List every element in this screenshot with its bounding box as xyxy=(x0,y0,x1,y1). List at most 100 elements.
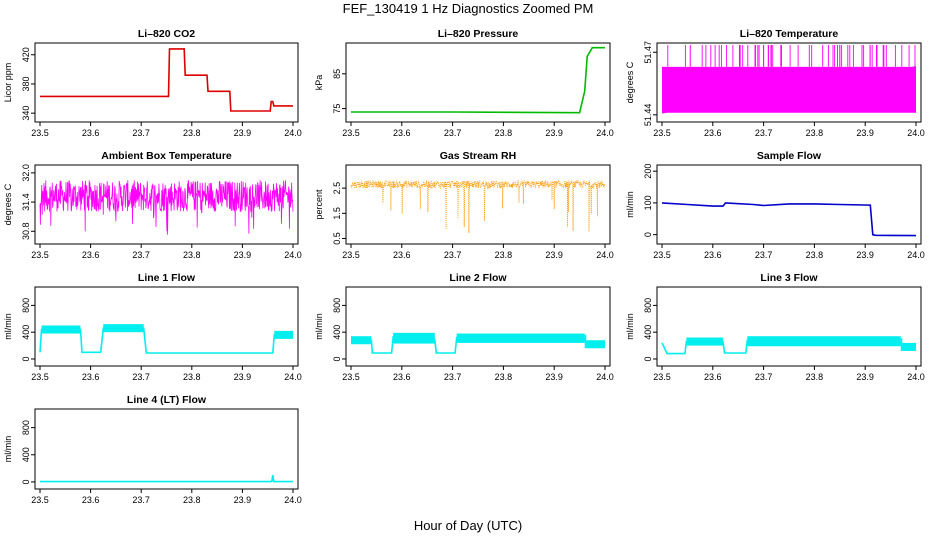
y-tick-label: 800 xyxy=(643,298,653,313)
panel-7: Line 1 Flow 23.5 23.6 23.7 23.8 23.9 24.0 0 400 8… xyxy=(3,272,302,382)
x-tick-label: 23.5 xyxy=(653,128,671,138)
x-tick-label: 24.0 xyxy=(907,128,925,138)
series-band xyxy=(103,324,144,333)
y-tick-label: 200 xyxy=(643,164,653,179)
plot-frame xyxy=(34,408,299,490)
y-tick-label: 800 xyxy=(21,298,31,313)
x-tick-label: 23.6 xyxy=(82,495,100,505)
plot-frame xyxy=(656,164,922,245)
x-tick-label: 23.5 xyxy=(342,250,360,260)
series-noise xyxy=(39,180,294,235)
x-tick-label: 23.9 xyxy=(545,128,563,138)
x-tick-label: 23.9 xyxy=(856,128,874,138)
y-tick-label: 0 xyxy=(21,356,31,361)
panel-title: Line 4 (LT) Flow xyxy=(127,394,207,406)
y-axis-label: degrees C xyxy=(625,61,635,103)
plot-frame xyxy=(34,42,299,123)
x-tick-label: 23.8 xyxy=(495,128,513,138)
series-line xyxy=(40,474,293,483)
y-tick-label: 32.0 xyxy=(21,164,31,182)
x-tick-label: 23.8 xyxy=(183,495,201,505)
y-tick-label: 85 xyxy=(332,69,342,79)
series-band xyxy=(274,330,293,339)
x-tick-label: 23.7 xyxy=(132,372,150,382)
y-tick-label: 1.5 xyxy=(332,207,342,220)
x-tick-label: 23.9 xyxy=(234,250,252,260)
x-tick-label: 23.6 xyxy=(704,128,722,138)
x-tick-label: 23.9 xyxy=(234,372,252,382)
x-tick-label: 23.6 xyxy=(393,250,411,260)
x-tick-label: 23.8 xyxy=(495,250,513,260)
x-tick-label: 24.0 xyxy=(907,372,925,382)
x-tick-label: 23.7 xyxy=(444,372,462,382)
series-band xyxy=(41,325,81,334)
plot-frame xyxy=(345,42,611,123)
x-tick-label: 24.0 xyxy=(284,128,302,138)
y-tick-label: 400 xyxy=(643,325,653,340)
x-tick-label: 23.9 xyxy=(545,372,563,382)
x-tick-label: 23.8 xyxy=(806,128,824,138)
series-band xyxy=(586,340,605,349)
x-tick-label: 23.6 xyxy=(704,372,722,382)
panel-title: Li–820 Pressure xyxy=(438,28,519,40)
y-tick-label: 800 xyxy=(21,420,31,435)
y-axis-label: ml/min xyxy=(625,191,635,218)
panel-title: Li–820 CO2 xyxy=(138,28,195,40)
x-tick-label: 23.9 xyxy=(545,250,563,260)
x-tick-label: 24.0 xyxy=(596,372,614,382)
y-tick-label: 0 xyxy=(332,356,342,361)
x-tick-label: 23.5 xyxy=(31,250,49,260)
y-tick-label: 51.44 xyxy=(643,104,653,127)
x-tick-label: 23.7 xyxy=(755,128,773,138)
plot-frame xyxy=(345,164,611,245)
y-tick-label: 400 xyxy=(332,325,342,340)
x-tick-label: 23.5 xyxy=(342,372,360,382)
series-band xyxy=(747,336,901,347)
plot-frame xyxy=(656,42,922,123)
figure-title: FEF_130419 1 Hz Diagnostics Zoomed PM xyxy=(342,1,594,16)
panel-6: Sample Flow 23.5 23.6 23.7 23.8 23.9 24.0 0 100 2… xyxy=(625,150,925,260)
y-axis-label: ml/min xyxy=(3,436,13,463)
plot-frame xyxy=(345,286,611,367)
y-tick-label: 420 xyxy=(21,47,31,62)
y-tick-label: 800 xyxy=(332,298,342,313)
y-axis-label: ml/min xyxy=(314,313,324,340)
x-tick-label: 24.0 xyxy=(284,495,302,505)
panel-8: Line 2 Flow 23.5 23.6 23.7 23.8 23.9 24.0 0 400 8… xyxy=(314,272,614,382)
panel-title: Sample Flow xyxy=(757,150,822,162)
x-tick-label: 23.8 xyxy=(495,372,513,382)
figure-x-axis-label: Hour of Day (UTC) xyxy=(413,518,523,533)
panel-9: Line 3 Flow 23.5 23.6 23.7 23.8 23.9 24.0 0 400 8… xyxy=(625,272,925,382)
panel-5: Gas Stream RH 23.5 23.6 23.7 23.8 23.9 24.0 0.5… xyxy=(314,150,614,260)
series-line xyxy=(40,48,293,112)
x-tick-label: 23.7 xyxy=(132,250,150,260)
y-tick-label: 400 xyxy=(21,447,31,462)
x-tick-label: 24.0 xyxy=(596,250,614,260)
panel-title: Ambient Box Temperature xyxy=(101,150,232,162)
y-axis-label: ml/min xyxy=(625,313,635,340)
series-band xyxy=(393,332,435,344)
x-tick-label: 23.7 xyxy=(444,250,462,260)
series-line xyxy=(661,202,917,237)
x-tick-label: 23.5 xyxy=(31,372,49,382)
y-tick-label: 100 xyxy=(643,195,653,210)
x-tick-label: 23.9 xyxy=(234,128,252,138)
x-tick-label: 23.7 xyxy=(132,128,150,138)
y-axis-label: ml/min xyxy=(3,313,13,340)
series-band xyxy=(902,342,916,351)
y-tick-label: 340 xyxy=(21,106,31,121)
y-tick-label: 0.5 xyxy=(332,232,342,245)
x-tick-label: 23.6 xyxy=(82,128,100,138)
y-axis-label: degrees C xyxy=(3,183,13,225)
x-tick-label: 23.9 xyxy=(856,250,874,260)
series-noise xyxy=(350,179,606,233)
x-tick-label: 23.5 xyxy=(31,495,49,505)
y-tick-label: 0 xyxy=(643,232,653,237)
x-tick-label: 24.0 xyxy=(284,372,302,382)
x-tick-label: 23.8 xyxy=(806,372,824,382)
plot-frame xyxy=(656,286,922,367)
x-tick-label: 23.5 xyxy=(31,128,49,138)
y-tick-label: 51.47 xyxy=(643,41,653,64)
x-tick-label: 23.8 xyxy=(806,250,824,260)
